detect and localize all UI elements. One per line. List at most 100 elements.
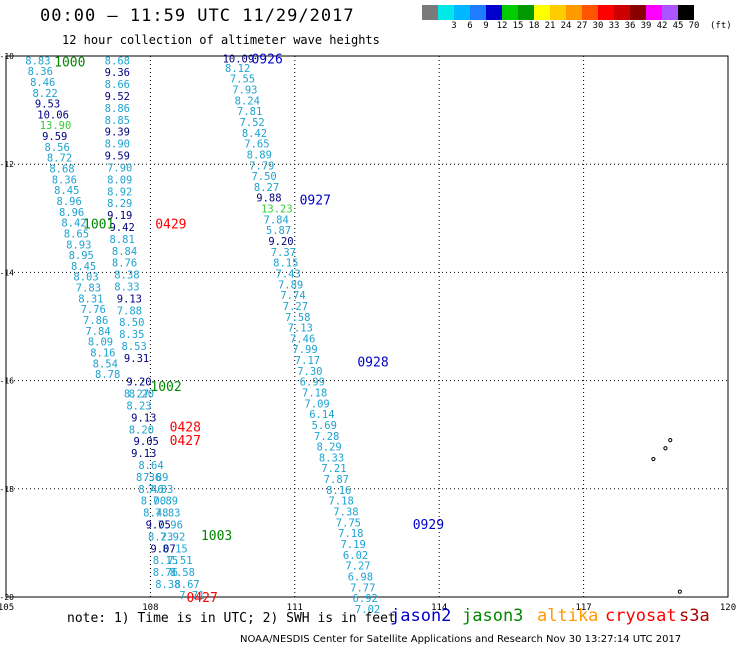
wave-height-value: 8.29 (107, 198, 132, 210)
wave-height-value: 7.81 (237, 106, 262, 118)
wave-height-value: 7.87 (324, 474, 349, 486)
chart-subtitle: 12 hour collection of altimeter wave hei… (62, 33, 380, 47)
wave-height-value: 8.42 (61, 218, 86, 230)
wave-height-value: 8.50 (119, 317, 144, 329)
wave-height-value: 8.66 (105, 79, 130, 91)
pass-time-label: 0429 (155, 218, 186, 233)
pass-time-label: 0427 (187, 591, 218, 606)
wave-height-value: 13.23 (261, 204, 293, 216)
lat-tick-label: -10 (0, 52, 14, 61)
wave-height-value: 8.78 (95, 369, 120, 381)
wave-height-value: 7.17 (295, 355, 320, 367)
wave-height-value: 7.13 (288, 323, 313, 335)
wave-height-value: 7.30 (297, 366, 322, 378)
pass-time-label: 0427 (170, 434, 201, 449)
wave-height-value: 8.65 (64, 228, 89, 240)
wave-height-value: 8.22 (32, 88, 57, 100)
wave-height-value: 8.67 (174, 579, 199, 591)
wave-height-value: 8.23 (148, 531, 173, 543)
wave-height-value: 8.81 (109, 234, 134, 246)
wave-height-value: 8.84 (112, 246, 137, 258)
wave-height-value: 7.52 (239, 117, 264, 129)
pass-time-label: 1000 (54, 55, 85, 70)
wave-height-value: 8.92 (107, 186, 132, 198)
wave-height-value: 8.36 (28, 66, 53, 78)
color-scale-swatch (678, 5, 694, 20)
wave-height-value: 7.18 (338, 528, 363, 540)
color-scale-swatch (662, 5, 678, 20)
wave-height-value: 8.31 (78, 293, 103, 305)
wave-height-value: 7.89 (278, 279, 303, 291)
wave-height-value: 8.09 (88, 337, 113, 349)
wave-height-value: 7.89 (153, 496, 178, 508)
wave-height-value: 8.76 (112, 258, 137, 270)
color-scale-label: 39 (640, 21, 652, 31)
color-scale-label: 15 (512, 21, 524, 31)
color-scale-swatch (550, 5, 566, 20)
wave-height-value: 8.12 (225, 63, 250, 75)
color-scale-label: 24 (560, 21, 572, 31)
wave-height-value: 7.21 (321, 463, 346, 475)
color-scale-swatch (534, 5, 550, 20)
wave-height-value: 7.77 (350, 582, 375, 594)
pass-time-label: 0428 (170, 421, 201, 436)
wave-height-value: 8.93 (66, 239, 91, 251)
wave-height-value: 9.13 (117, 293, 142, 305)
lat-tick-label: -16 (0, 377, 14, 386)
wave-height-value: 8.23 (126, 400, 151, 412)
wave-height-value: 8.33 (114, 281, 139, 293)
wave-height-value: 8.03 (73, 272, 98, 284)
wave-height-value: 8.29 (316, 442, 341, 454)
wave-height-value: 7.65 (244, 139, 269, 151)
wave-height-value: 7.76 (81, 304, 106, 316)
wave-height-value: 6.02 (343, 550, 368, 562)
wave-height-value: 9.59 (105, 151, 130, 163)
color-scale-label: 18 (528, 21, 540, 31)
color-scale-swatch (630, 5, 646, 20)
color-scale-label: 3 (451, 21, 457, 31)
color-scale (422, 5, 694, 20)
wave-height-value: 8.68 (105, 55, 130, 67)
wave-height-value: 9.05 (134, 436, 159, 448)
wave-height-value: 9.39 (105, 127, 130, 139)
wave-height-value: 8.96 (59, 207, 84, 219)
wave-height-value: 5.69 (312, 420, 337, 432)
wave-height-value: 6.98 (348, 571, 373, 583)
wave-height-value: 9.05 (146, 520, 171, 532)
wave-height-value: 8.68 (49, 164, 74, 176)
lon-tick-label: 120 (720, 603, 736, 613)
satellite-legend-jason2: jason2 (390, 606, 452, 626)
wave-height-value: 7.71 (179, 590, 204, 602)
color-scale-label: 9 (483, 21, 489, 31)
chart-title: 00:00 – 11:59 UTC 11/29/2017 (40, 6, 355, 26)
color-scale-swatch (470, 5, 486, 20)
color-scale-swatch (598, 5, 614, 20)
wave-height-value: 7.88 (117, 305, 142, 317)
wave-height-value: 7.86 (83, 315, 108, 327)
wave-height-value: 9.31 (124, 353, 149, 365)
satellite-legend-jason3: jason3 (462, 606, 524, 626)
lat-tick-label: -20 (0, 593, 14, 602)
pass-time-label: 0928 (357, 356, 388, 371)
wave-height-value: 8.36 (136, 472, 161, 484)
wave-height-value: 6.14 (309, 409, 334, 421)
color-scale-label: 36 (624, 21, 636, 31)
pass-time-label: 1001 (83, 218, 114, 233)
wave-height-value: 7.09 (304, 398, 329, 410)
wave-height-value: 7.84 (264, 214, 289, 226)
wave-height-value: 9.13 (131, 412, 156, 424)
wave-height-value: 9.53 (35, 99, 60, 111)
wave-height-value: 8.46 (138, 484, 163, 496)
wave-height-value: 7.02 (355, 604, 380, 616)
wave-height-value: 7.38 (333, 507, 358, 519)
wave-height-value: 8.90 (105, 139, 130, 151)
wave-height-value: 7.92 (160, 531, 185, 543)
lat-tick-label: -12 (0, 160, 14, 169)
wave-height-value: 8.36 (52, 174, 77, 186)
wave-height-value: 8.86 (105, 103, 130, 115)
pass-time-label: 0927 (300, 193, 331, 208)
color-scale-label: 42 (656, 21, 668, 31)
color-scale-label: 33 (608, 21, 620, 31)
wave-height-value: 9.20 (268, 236, 293, 248)
